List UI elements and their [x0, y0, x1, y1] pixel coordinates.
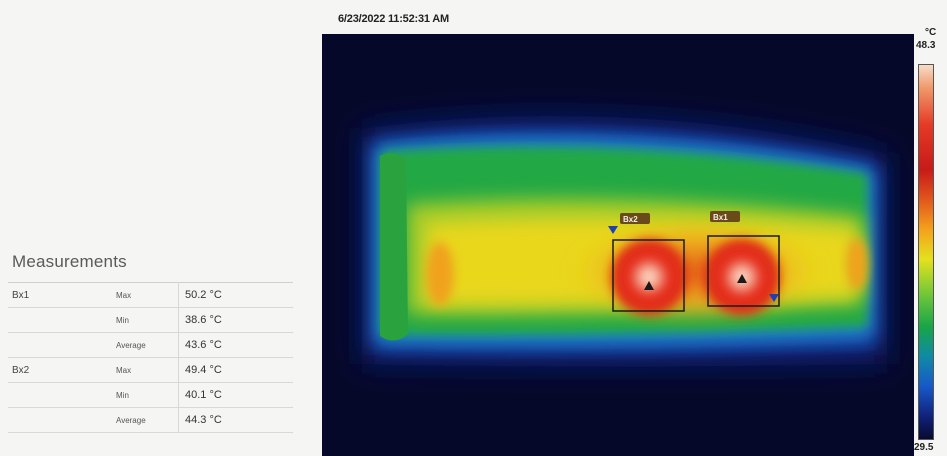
hotspot-bx2: [611, 239, 687, 315]
stat-value: 44.3 °C: [178, 407, 293, 433]
min-marker-icon: [608, 226, 618, 234]
measurements-title: Measurements: [12, 252, 127, 271]
box-label-bg-bx2: [620, 213, 650, 224]
table-row: Bx2 Max 49.4 °C: [8, 357, 293, 383]
box-name-empty: [8, 307, 112, 333]
table-row: Average 43.6 °C: [8, 332, 293, 358]
box-label-bx2: Bx2: [623, 215, 638, 224]
max-marker-icon: [644, 281, 654, 290]
stat-value: 38.6 °C: [178, 307, 293, 333]
box-name-empty: [8, 332, 112, 358]
table-row: Average 44.3 °C: [8, 407, 293, 433]
hot-glow: [572, 220, 822, 324]
box-name: Bx2: [8, 357, 112, 383]
box-label-bg-bx1: [710, 211, 740, 222]
stat-label: Max: [112, 282, 179, 308]
measurement-box-bx1[interactable]: [707, 235, 780, 307]
stat-value: 40.1 °C: [178, 382, 293, 408]
box-label-bx1: Bx1: [713, 213, 728, 222]
scale-max-value: 48.3: [916, 40, 936, 51]
stat-label: Min: [112, 307, 179, 333]
stat-label: Average: [112, 332, 179, 358]
measurement-box-bx2[interactable]: [612, 239, 685, 312]
box-name: Bx1: [8, 282, 112, 308]
table-row: Min 38.6 °C: [8, 307, 293, 333]
stat-value: 50.2 °C: [178, 282, 293, 308]
stat-label: Average: [112, 407, 179, 433]
table-row: Bx1 Max 50.2 °C: [8, 282, 293, 308]
thermal-image-svg: Bx2 Bx1: [362, 116, 887, 367]
scale-unit: °C: [925, 27, 937, 38]
min-marker-icon: [769, 294, 779, 302]
stat-label: Min: [112, 382, 179, 408]
temperature-color-scale: [918, 64, 934, 440]
thermal-image: Bx2 Bx1: [322, 34, 914, 456]
box-name-empty: [8, 382, 112, 408]
stat-value: 49.4 °C: [178, 357, 293, 383]
left-warm-spot: [426, 242, 454, 306]
stat-label: Max: [112, 357, 179, 383]
left-end-cap: [380, 153, 408, 341]
max-marker-icon: [737, 274, 747, 283]
measurements-table: Bx1 Max 50.2 °C Min 38.6 °C Average 43.6…: [8, 282, 293, 433]
box-name-empty: [8, 407, 112, 433]
capture-timestamp: 6/23/2022 11:52:31 AM: [338, 13, 449, 25]
right-warm-spot: [846, 238, 868, 290]
table-row: Min 40.1 °C: [8, 382, 293, 408]
stat-value: 43.6 °C: [178, 332, 293, 358]
scale-min-value: 29.5: [914, 442, 934, 453]
